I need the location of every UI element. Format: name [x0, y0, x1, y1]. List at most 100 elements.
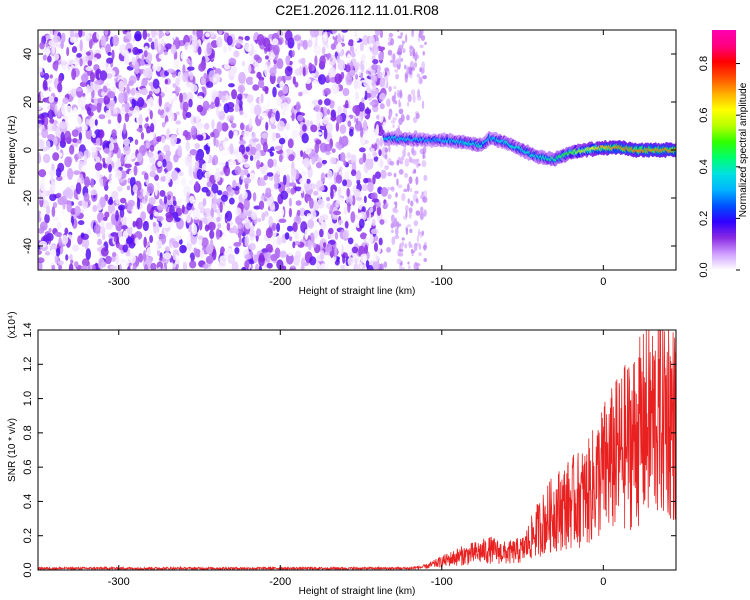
noise-mark: [421, 100, 425, 109]
noise-mark: [165, 150, 172, 157]
noise-mark: [126, 225, 133, 236]
noise-mark: [51, 125, 56, 132]
noise-mark: [376, 45, 385, 52]
noise-mark: [45, 42, 49, 48]
noise-mark: [149, 122, 155, 133]
noise-mark: [313, 190, 319, 196]
noise-mark: [147, 151, 154, 159]
noise-mark: [145, 67, 153, 79]
noise-mark: [410, 66, 416, 71]
noise-mark: [423, 174, 428, 182]
noise-mark: [90, 146, 97, 153]
noise-mark: [104, 211, 110, 218]
noise-mark: [54, 104, 58, 116]
colorbar-tick-label: 0.8: [698, 56, 710, 71]
noise-mark: [265, 121, 269, 131]
noise-mark: [266, 262, 273, 269]
noise-mark: [156, 215, 164, 222]
noise-mark: [233, 130, 238, 138]
noise-mark: [422, 75, 427, 80]
noise-mark: [284, 66, 293, 77]
noise-mark: [319, 228, 324, 238]
noise-mark: [146, 246, 154, 257]
noise-mark: [412, 94, 416, 104]
noise-mark: [261, 112, 267, 119]
noise-mark: [212, 154, 219, 166]
noise-mark: [287, 138, 294, 149]
noise-mark: [270, 116, 275, 124]
noise-mark: [281, 102, 289, 112]
noise-mark: [328, 67, 337, 79]
noise-mark: [291, 129, 300, 138]
noise-mark: [416, 163, 419, 169]
noise-mark: [361, 97, 365, 104]
noise-mark: [416, 234, 420, 243]
noise-mark: [337, 41, 342, 53]
noise-mark: [142, 106, 150, 118]
noise-mark: [118, 263, 122, 270]
noise-mark: [138, 113, 143, 126]
noise-mark: [329, 57, 333, 62]
noise-mark: [357, 261, 363, 270]
noise-mark: [416, 73, 421, 78]
noise-mark: [247, 159, 255, 171]
noise-mark: [170, 112, 175, 122]
noise-mark: [63, 176, 70, 189]
noise-mark: [82, 57, 86, 67]
noise-mark: [390, 229, 394, 233]
noise-mark: [374, 171, 382, 180]
noise-mark: [157, 108, 165, 116]
noise-mark: [163, 252, 172, 260]
noise-mark: [195, 153, 199, 162]
noise-mark: [192, 30, 196, 36]
noise-mark: [104, 82, 111, 87]
noise-mark: [295, 200, 302, 206]
noise-mark: [365, 158, 374, 170]
noise-mark: [173, 153, 179, 163]
noise-mark: [261, 194, 265, 201]
noise-mark: [122, 244, 128, 253]
noise-mark: [148, 197, 156, 206]
noise-mark: [371, 44, 379, 56]
noise-mark: [403, 144, 407, 152]
noise-mark: [134, 237, 140, 245]
noise-mark: [335, 121, 340, 132]
noise-mark: [406, 114, 410, 121]
noise-mark: [411, 252, 414, 257]
noise-mark: [279, 250, 287, 258]
y-tick-label: 0: [22, 147, 34, 153]
noise-mark: [327, 170, 333, 180]
noise-mark: [110, 255, 117, 262]
noise-mark: [76, 53, 82, 58]
noise-mark: [120, 215, 128, 225]
noise-mark: [75, 182, 82, 195]
noise-mark: [347, 257, 354, 266]
noise-mark: [371, 135, 377, 145]
noise-mark: [386, 80, 389, 89]
noise-mark: [196, 30, 203, 40]
noise-mark: [38, 131, 42, 137]
noise-mark: [104, 30, 109, 36]
noise-mark: [232, 179, 237, 189]
noise-mark: [84, 33, 90, 40]
noise-mark: [101, 232, 106, 241]
noise-mark: [164, 101, 172, 113]
noise-mark: [276, 222, 281, 233]
noise-mark: [292, 255, 300, 267]
noise-mark: [244, 130, 251, 139]
noise-mark: [337, 186, 342, 198]
noise-mark: [146, 125, 151, 134]
noise-mark: [51, 206, 56, 218]
noise-mark: [146, 33, 151, 38]
noise-mark: [396, 178, 399, 186]
noise-mark: [369, 101, 376, 106]
noise-mark: [149, 110, 153, 120]
noise-mark: [348, 128, 354, 137]
noise-mark: [68, 234, 72, 240]
noise-mark: [204, 171, 211, 178]
noise-mark: [313, 44, 322, 56]
noise-mark: [228, 83, 235, 88]
noise-mark: [244, 42, 252, 52]
noise-mark: [214, 171, 221, 182]
noise-mark: [333, 210, 342, 216]
